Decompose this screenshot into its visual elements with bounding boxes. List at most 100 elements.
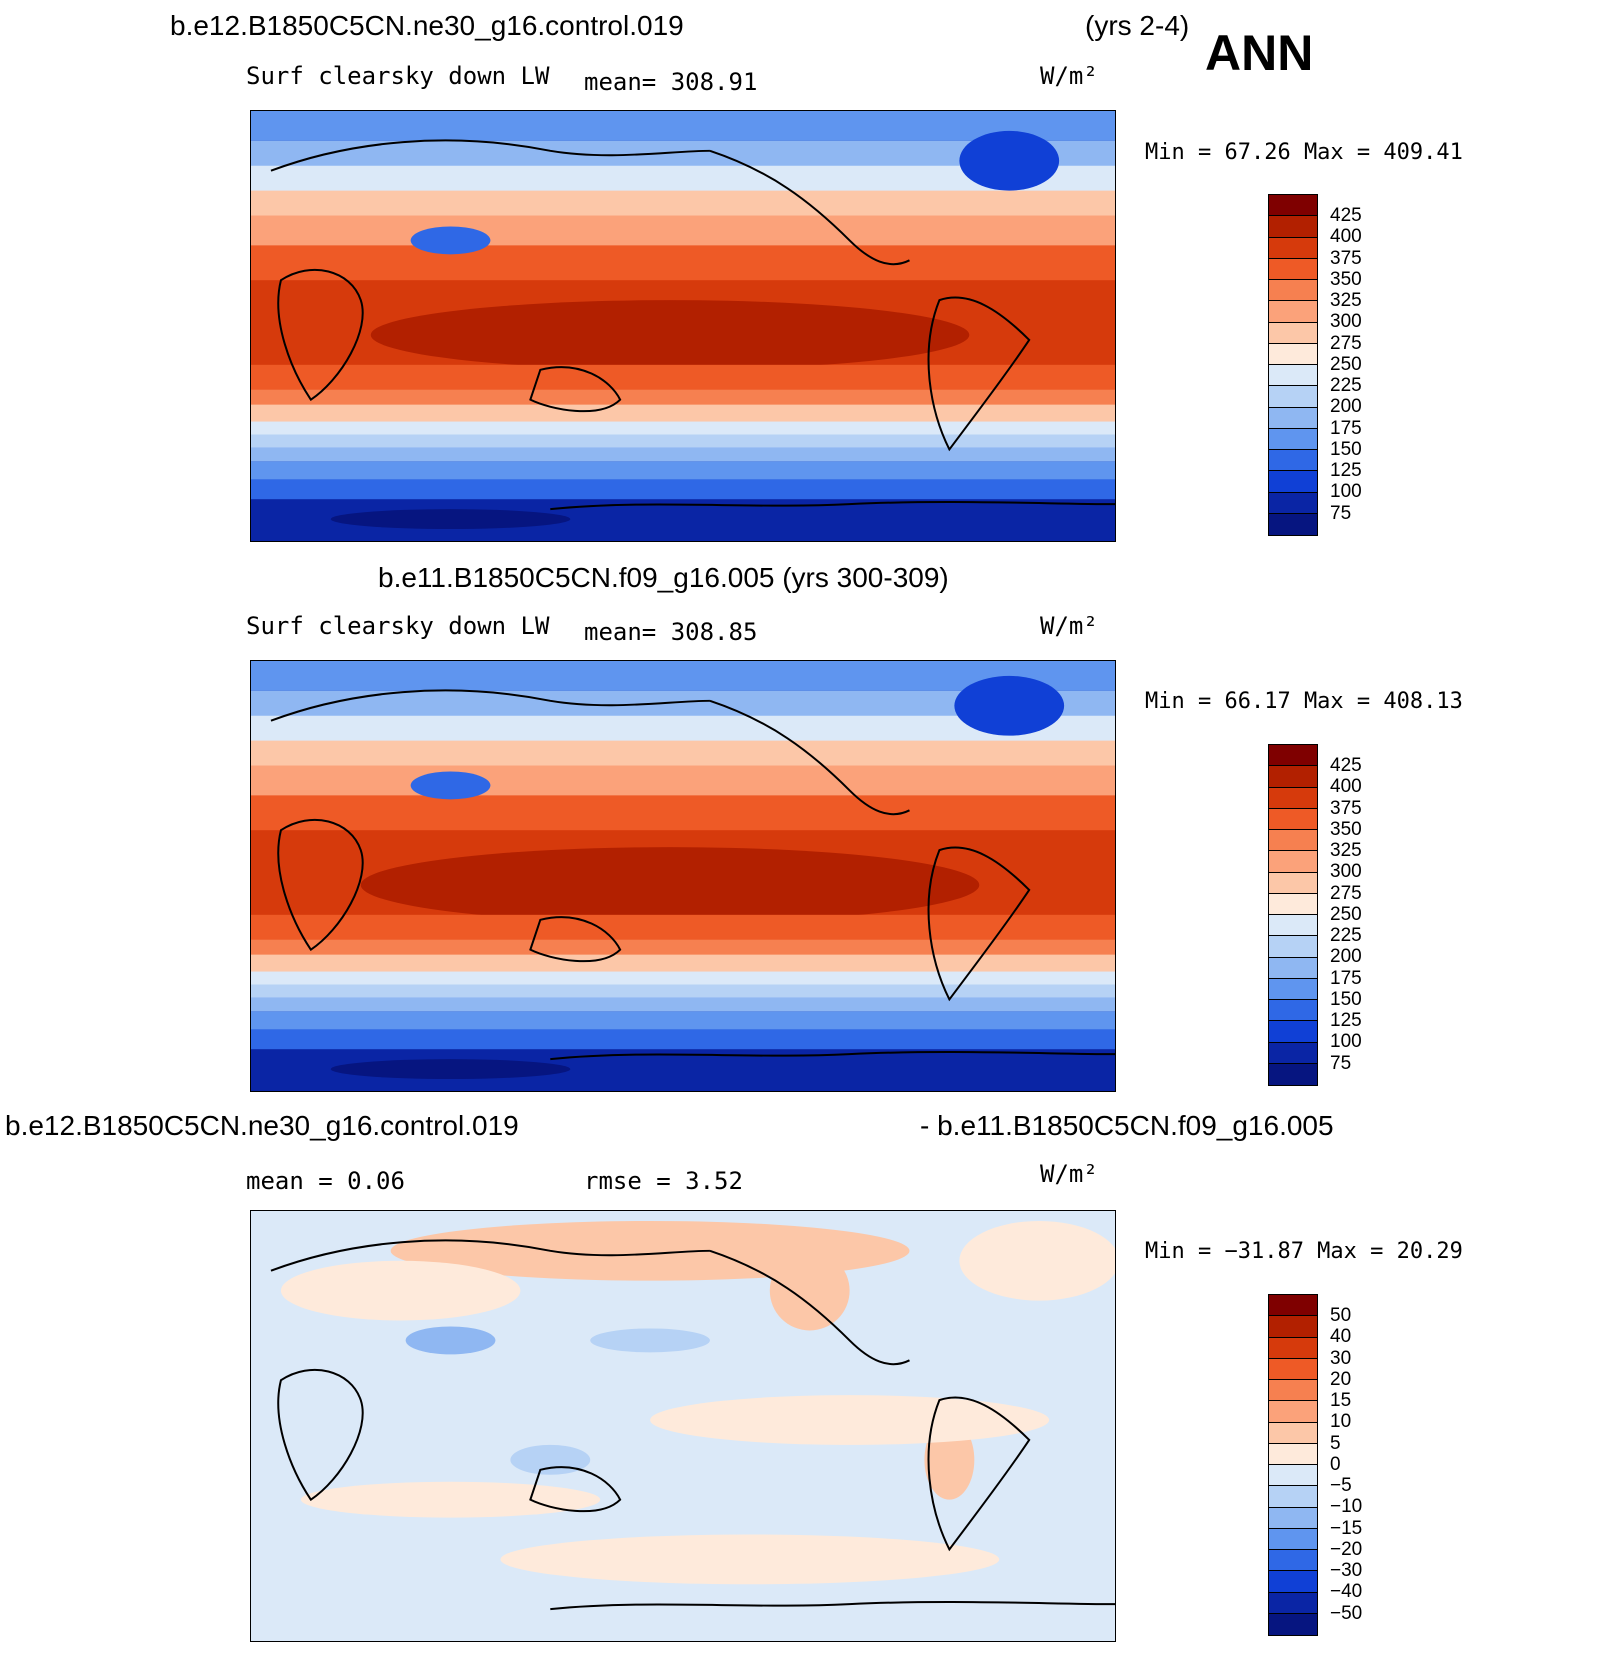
panel1-swatch xyxy=(1269,195,1317,217)
cb-label: −20 xyxy=(1330,1538,1363,1560)
panel2-units: W/m² xyxy=(1040,612,1098,640)
cb-label: −5 xyxy=(1330,1475,1352,1496)
panel2-colorbar xyxy=(1268,744,1318,1086)
panel3-colorbar xyxy=(1268,1294,1318,1636)
cb-label: 400 xyxy=(1330,776,1362,798)
cb-label: 425 xyxy=(1330,755,1362,776)
panel1-swatch xyxy=(1269,280,1317,302)
panel2-swatch xyxy=(1269,915,1317,937)
years1-label: (yrs 2-4) xyxy=(1085,10,1190,41)
panel3-swatch xyxy=(1269,1465,1317,1487)
panel2-swatch xyxy=(1269,808,1317,830)
panel2-variable: Surf clearsky down LW xyxy=(246,612,550,640)
panel1-map xyxy=(250,110,1116,542)
panel1-colorbar xyxy=(1268,194,1318,536)
cb-label: 250 xyxy=(1330,353,1362,375)
panel2-swatch xyxy=(1269,745,1317,767)
cb-label: 10 xyxy=(1330,1411,1352,1433)
panel1-swatch xyxy=(1269,471,1317,493)
panel2-swatch xyxy=(1269,957,1317,979)
cb-label: −15 xyxy=(1330,1517,1363,1539)
panel1-swatch xyxy=(1269,407,1317,429)
panel3-swatch xyxy=(1269,1486,1317,1508)
panel1-colorbar-labels: 425 400 375 350 325 300 275 250 225 200 … xyxy=(1330,205,1362,525)
cb-label: −40 xyxy=(1330,1581,1363,1603)
panel3-swatch xyxy=(1269,1401,1317,1423)
cb-label: 100 xyxy=(1330,481,1362,503)
panel3-swatch xyxy=(1269,1528,1317,1550)
panel3-swatch xyxy=(1269,1337,1317,1359)
panel3-map xyxy=(250,1210,1116,1642)
case2-title: b.e11.B1850C5CN.f09_g16.005 (yrs 300-309… xyxy=(378,562,949,593)
cb-label: 225 xyxy=(1330,375,1362,396)
panel1-swatch xyxy=(1269,386,1317,408)
cb-label: 225 xyxy=(1330,925,1362,946)
panel1-minmax: Min = 67.26 Max = 409.41 xyxy=(1145,140,1463,165)
panel3-colorbar-labels: 50 40 30 20 15 10 5 0 −5 −10 −15 −20 −30… xyxy=(1330,1305,1363,1625)
cb-label: 250 xyxy=(1330,903,1362,925)
cb-label: −50 xyxy=(1330,1602,1363,1624)
panel2-swatch xyxy=(1269,1021,1317,1043)
panel3-swatch xyxy=(1269,1571,1317,1593)
case1-title: b.e12.B1850C5CN.ne30_g16.control.019 xyxy=(170,10,684,41)
panel1-swatch xyxy=(1269,450,1317,472)
cb-label: 200 xyxy=(1330,396,1362,418)
panel2-mean: mean= 308.85 xyxy=(584,618,758,646)
cb-label: 275 xyxy=(1330,882,1362,904)
panel2-swatch xyxy=(1269,893,1317,915)
cb-label: −10 xyxy=(1330,1496,1363,1518)
panel3-swatch xyxy=(1269,1550,1317,1572)
panel2-swatch xyxy=(1269,872,1317,894)
cb-label: 275 xyxy=(1330,332,1362,354)
panel2-swatch xyxy=(1269,1000,1317,1022)
cb-label: 300 xyxy=(1330,311,1362,333)
panel1-swatch xyxy=(1269,365,1317,387)
cb-label: 150 xyxy=(1330,438,1362,460)
panel3-swatch xyxy=(1269,1443,1317,1465)
panel1-swatch xyxy=(1269,428,1317,450)
panel2-swatch xyxy=(1269,936,1317,958)
panel3-swatch xyxy=(1269,1380,1317,1402)
panel1-swatch xyxy=(1269,237,1317,259)
cb-label: 15 xyxy=(1330,1390,1352,1411)
cb-label: 30 xyxy=(1330,1347,1352,1369)
cb-label: 375 xyxy=(1330,797,1362,819)
cb-label: 40 xyxy=(1330,1326,1352,1348)
panel3-swatch xyxy=(1269,1358,1317,1380)
panel2-map xyxy=(250,660,1116,1092)
cb-label: 125 xyxy=(1330,460,1362,481)
panel3-swatch xyxy=(1269,1422,1317,1444)
panel3-rmse: rmse = 3.52 xyxy=(584,1167,743,1195)
panel1-swatch xyxy=(1269,216,1317,238)
panel2-swatch xyxy=(1269,1063,1317,1085)
panel2-swatch xyxy=(1269,851,1317,873)
panel2-swatch xyxy=(1269,978,1317,1000)
panel3-swatch xyxy=(1269,1592,1317,1614)
cb-label: 325 xyxy=(1330,840,1362,861)
panel3-units: W/m² xyxy=(1040,1160,1098,1188)
cb-label: 20 xyxy=(1330,1368,1352,1390)
cb-label: 400 xyxy=(1330,226,1362,248)
panel3-minmax: Min = −31.87 Max = 20.29 xyxy=(1145,1239,1463,1264)
cb-label: 0 xyxy=(1330,1453,1341,1475)
cb-label: 175 xyxy=(1330,967,1362,989)
cb-label: 350 xyxy=(1330,268,1362,290)
panel1-swatch xyxy=(1269,322,1317,344)
panel3-swatch xyxy=(1269,1316,1317,1338)
cb-label: 300 xyxy=(1330,861,1362,883)
panel2-swatch xyxy=(1269,830,1317,852)
diff-left-title: b.e12.B1850C5CN.ne30_g16.control.019 xyxy=(5,1110,519,1141)
panel2-minmax: Min = 66.17 Max = 408.13 xyxy=(1145,689,1463,714)
panel2-colorbar-labels: 425 400 375 350 325 300 275 250 225 200 … xyxy=(1330,755,1362,1075)
panel3-swatch xyxy=(1269,1295,1317,1317)
panel3-swatch xyxy=(1269,1613,1317,1635)
cb-label: 75 xyxy=(1330,502,1352,524)
cb-label: 75 xyxy=(1330,1052,1352,1074)
cb-label: 5 xyxy=(1330,1432,1341,1454)
panel3-mean: mean = 0.06 xyxy=(246,1167,405,1195)
diff-right-title: - b.e11.B1850C5CN.f09_g16.005 xyxy=(920,1110,1334,1141)
panel3-swatch xyxy=(1269,1507,1317,1529)
cb-label: 100 xyxy=(1330,1031,1362,1053)
season-label: ANN xyxy=(1205,25,1314,81)
cb-label: −30 xyxy=(1330,1560,1363,1581)
